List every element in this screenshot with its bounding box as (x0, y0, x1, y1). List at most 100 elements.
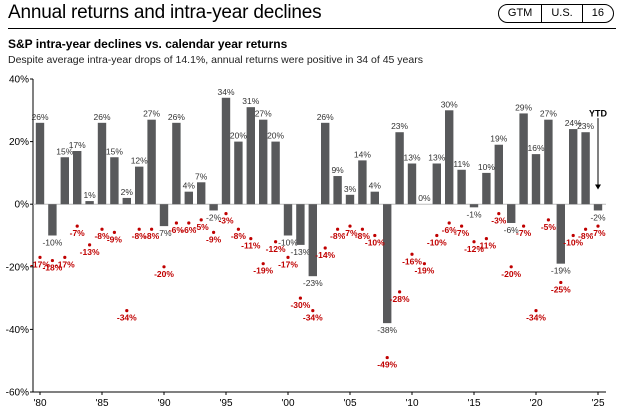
annual-return-bar (308, 204, 317, 277)
intra-year-decline-label: -17% (30, 259, 50, 269)
x-tick-label: '80 (33, 398, 46, 409)
chart-title: S&P intra-year declines vs. calendar yea… (8, 37, 288, 51)
intra-year-decline-dot (460, 224, 464, 228)
intra-year-decline-label: -11% (241, 241, 261, 251)
intra-year-decline-dot (571, 233, 575, 238)
intra-year-decline-dot (559, 280, 563, 285)
annual-return-label: 7% (195, 171, 208, 181)
intra-year-decline-label: -7% (590, 228, 606, 238)
intra-year-decline-dot (112, 230, 116, 234)
annual-return-bar (370, 191, 379, 205)
intra-year-decline-label: -8% (355, 231, 371, 241)
annual-return-bar (48, 204, 57, 236)
intra-year-decline-label: -3% (218, 216, 234, 226)
annual-return-label: 9% (331, 165, 344, 175)
intra-year-decline-label: -8% (132, 231, 148, 241)
intra-year-decline-label: -25% (551, 284, 571, 294)
intra-year-decline-label: -49% (377, 360, 397, 370)
chart-subtitle: Despite average intra-year drops of 14.1… (8, 54, 423, 66)
annual-return-bar (209, 204, 218, 211)
x-tick-label: '10 (405, 398, 418, 409)
intra-year-decline-label: -9% (107, 234, 123, 244)
intra-year-decline-dot (162, 265, 166, 269)
annual-return-bar (457, 169, 466, 205)
annual-return-bar (432, 163, 441, 205)
annual-return-bar (234, 141, 243, 205)
intra-year-decline-dot (199, 218, 203, 222)
annual-return-bar (246, 107, 255, 205)
annual-return-bar (35, 122, 45, 205)
annual-return-bar (507, 204, 516, 223)
annual-return-bar (531, 154, 541, 205)
annual-return-label: -1% (466, 209, 482, 219)
annual-return-bar (296, 204, 305, 245)
intra-year-decline-dot (546, 218, 551, 222)
y-tick-label: -60% (6, 388, 29, 399)
intra-year-decline-dot (311, 309, 315, 313)
annual-return-label: 0% (418, 193, 431, 203)
intra-year-decline-dot (187, 221, 191, 225)
intra-year-decline-dot (236, 227, 240, 231)
x-tick-label: '90 (157, 398, 170, 409)
annual-return-label: 26% (31, 112, 48, 122)
intra-year-decline-dot (435, 233, 439, 238)
intra-year-decline-label: -34% (117, 313, 137, 323)
intra-year-decline-label: -8% (330, 231, 346, 241)
x-tick-label: '05 (343, 398, 356, 409)
intra-year-decline-label: -34% (303, 313, 323, 323)
x-tick-label: '85 (95, 398, 108, 409)
x-tick-label: '25 (591, 398, 604, 409)
y-tick-label: -40% (6, 325, 29, 336)
annual-return-bar (321, 122, 330, 205)
intra-year-decline-label: -7% (342, 228, 358, 238)
intra-year-decline-label: -6% (442, 225, 458, 235)
intra-year-decline-dot (298, 296, 302, 300)
intra-year-decline-dot (224, 211, 228, 216)
intra-year-decline-dot (360, 227, 364, 231)
annual-return-label: -7% (156, 228, 172, 238)
annual-return-bar (172, 122, 181, 205)
intra-year-decline-dot (584, 227, 588, 231)
annual-return-label: 27% (143, 109, 160, 119)
intra-year-decline-label: -9% (206, 234, 222, 244)
annual-return-label: 23% (577, 121, 594, 131)
intra-year-decline-dot (373, 233, 377, 238)
intra-year-decline-label: -8% (578, 231, 594, 241)
annual-return-bar (445, 110, 454, 205)
intra-year-decline-dot (336, 227, 340, 231)
annual-return-label: 19% (490, 134, 507, 144)
x-tick-label: '95 (219, 398, 232, 409)
intra-year-decline-label: -7% (454, 228, 470, 238)
page-title: Annual returns and intra-year declines (8, 2, 322, 23)
intra-year-decline-label: -7% (70, 228, 86, 238)
annual-return-bar (97, 122, 107, 205)
ytd-arrow-head (595, 184, 601, 190)
intra-year-decline-label: -5% (541, 222, 557, 232)
annual-return-bar (135, 166, 144, 205)
annual-return-label: 20% (267, 131, 284, 141)
intra-year-decline-label: -30% (290, 300, 310, 310)
annual-return-label: 27% (255, 109, 272, 119)
annual-return-bar (122, 197, 131, 205)
annual-return-bar (569, 129, 578, 205)
intra-year-decline-dot (212, 230, 216, 234)
intra-year-decline-label: -6% (169, 225, 185, 235)
annual-return-label: 11% (453, 159, 470, 169)
intra-year-decline-dot (100, 227, 104, 231)
annual-return-bar (147, 119, 156, 205)
intra-year-decline-label: -11% (477, 241, 497, 251)
annual-return-bar (581, 132, 590, 205)
annual-return-bar (110, 157, 119, 205)
annual-return-label: -10% (278, 238, 298, 248)
annual-return-bar (395, 132, 404, 205)
annual-return-label: 16% (527, 143, 544, 153)
badge-page-number: 16 (581, 5, 613, 22)
y-tick-label: 0% (15, 200, 30, 211)
annual-return-label: -2% (206, 212, 222, 222)
x-tick-label: '20 (529, 398, 542, 409)
intra-year-decline-label: -10% (365, 238, 385, 248)
annual-return-label: 4% (369, 181, 382, 191)
intra-year-decline-dot (410, 252, 414, 256)
intra-year-decline-dot (150, 227, 154, 231)
intra-year-decline-dot (137, 227, 141, 231)
